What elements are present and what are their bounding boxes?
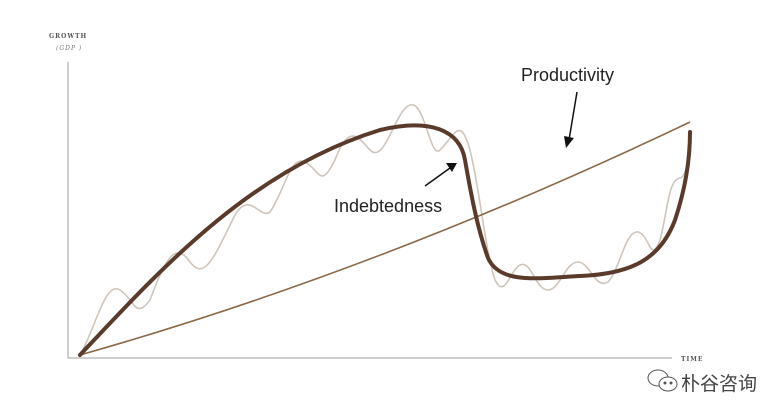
y-axis-title: GROWTH [49, 33, 88, 40]
indebtedness-curve [78, 123, 692, 357]
indebtedness-label: Indebtedness [334, 196, 443, 216]
short-term-cycle-line [79, 104, 691, 356]
wechat-icon [647, 369, 678, 392]
y-axis-subtitle: (GDP ) [56, 45, 83, 52]
arrow-to-productivity [564, 91, 578, 148]
arrow-to-indebtedness [424, 163, 457, 187]
watermark-text: 朴谷咨询 [681, 374, 758, 395]
x-axis-title: TIME [681, 356, 704, 363]
productivity-label: Productivity [521, 65, 615, 85]
productivity-line [79, 121, 691, 356]
